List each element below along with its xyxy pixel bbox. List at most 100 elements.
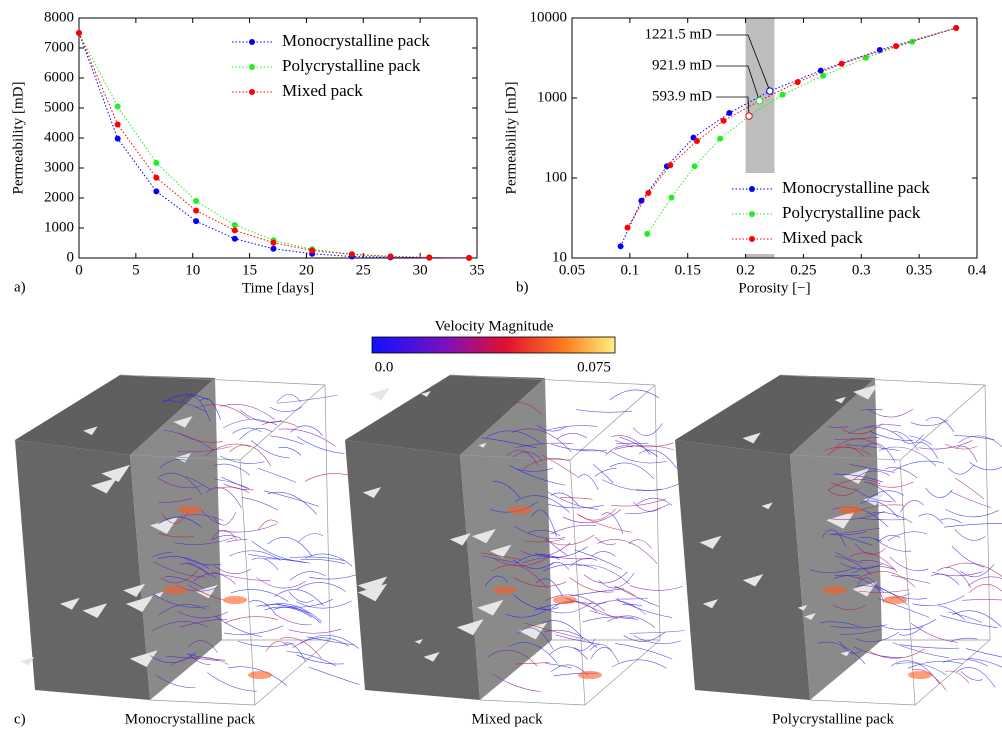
renderings xyxy=(15,374,1002,706)
data-point xyxy=(153,159,160,166)
streamline xyxy=(857,577,885,604)
streamline xyxy=(512,428,572,453)
streamline xyxy=(591,551,616,557)
streamline xyxy=(578,514,633,533)
streamline xyxy=(545,538,568,556)
streamline xyxy=(638,449,678,469)
annotation-label: 593.9 mD xyxy=(652,88,712,104)
streamline xyxy=(622,603,643,607)
streamline xyxy=(574,549,623,570)
streamline xyxy=(944,523,1002,528)
streamline xyxy=(545,663,572,669)
streamline xyxy=(849,464,895,473)
streamline xyxy=(955,478,985,500)
data-point xyxy=(193,207,200,214)
x-tick-label: 0 xyxy=(75,262,83,278)
streamline xyxy=(542,455,578,477)
streamline xyxy=(831,531,868,536)
streamline xyxy=(611,659,667,669)
streamline xyxy=(188,653,211,665)
streamline xyxy=(570,588,624,597)
streamline xyxy=(834,436,880,441)
streamline xyxy=(625,503,670,514)
streamline xyxy=(159,459,187,469)
streamline xyxy=(859,518,905,521)
streamline xyxy=(830,624,887,629)
data-point xyxy=(114,103,121,110)
streamline xyxy=(858,589,910,593)
wireframe xyxy=(569,384,656,461)
streamline xyxy=(892,642,949,659)
y-tick-label: 6000 xyxy=(44,69,74,85)
streamline xyxy=(633,501,661,512)
streamline xyxy=(855,631,900,642)
streamline xyxy=(492,556,551,567)
streamline xyxy=(597,539,658,564)
data-point xyxy=(691,163,698,170)
streamline xyxy=(237,640,295,647)
streamline xyxy=(505,609,547,618)
data-point xyxy=(426,254,433,261)
hotspot xyxy=(883,596,907,604)
data-point xyxy=(231,227,238,234)
streamline xyxy=(508,465,566,486)
streamline xyxy=(861,442,896,463)
streamline xyxy=(251,540,294,561)
annotation-leader xyxy=(716,96,750,117)
streamline xyxy=(635,482,682,491)
streamline xyxy=(486,430,541,444)
streamline xyxy=(162,511,189,524)
streamline xyxy=(860,409,884,411)
pore xyxy=(761,502,773,510)
caption: Monocrystalline pack xyxy=(125,711,256,727)
data-point xyxy=(668,194,675,201)
pore xyxy=(804,612,816,620)
legend-label: Monocrystalline pack xyxy=(782,178,930,197)
streamline xyxy=(829,527,881,535)
streamline xyxy=(562,509,622,524)
streamline xyxy=(954,435,995,441)
streamline xyxy=(575,448,608,454)
hotspot xyxy=(163,586,187,594)
hotspot xyxy=(248,671,272,679)
streamline xyxy=(576,508,616,521)
solid-top xyxy=(15,375,215,455)
streamline xyxy=(550,492,580,507)
streamline xyxy=(265,641,288,652)
wireframe xyxy=(254,639,331,706)
streamline xyxy=(211,530,238,541)
data-point xyxy=(779,91,786,98)
streamline xyxy=(544,425,598,432)
pore xyxy=(129,650,158,667)
streamline xyxy=(213,512,237,526)
y-tick-label: 1000 xyxy=(537,89,567,105)
streamline xyxy=(187,653,226,661)
wireframe xyxy=(809,699,916,706)
wireframe xyxy=(914,639,991,706)
streamline xyxy=(589,643,619,663)
pore xyxy=(195,584,218,599)
streamline xyxy=(547,503,604,509)
legend-marker xyxy=(749,186,755,192)
wireframe xyxy=(449,374,656,386)
x-tick-label: 25 xyxy=(356,262,371,278)
data-point xyxy=(717,135,724,142)
pore xyxy=(20,656,35,666)
streamline xyxy=(248,554,306,563)
streamline xyxy=(283,642,306,662)
caption: Mixed pack xyxy=(471,711,543,727)
streamline xyxy=(276,598,333,608)
charts: 0 5 10 15 20 25 30 35 0 1000 2000 3000 4000 5000 6000 7… xyxy=(10,9,986,296)
streamline xyxy=(595,536,616,546)
y-tick-label: 10000 xyxy=(530,9,568,25)
streamline xyxy=(615,445,674,451)
solid-front xyxy=(15,440,150,700)
streamline xyxy=(967,576,1002,587)
series-line xyxy=(627,27,957,228)
streamline xyxy=(156,477,204,489)
streamline xyxy=(528,529,561,537)
data-point xyxy=(862,54,869,61)
streamline xyxy=(157,556,209,569)
streamline xyxy=(869,481,914,488)
